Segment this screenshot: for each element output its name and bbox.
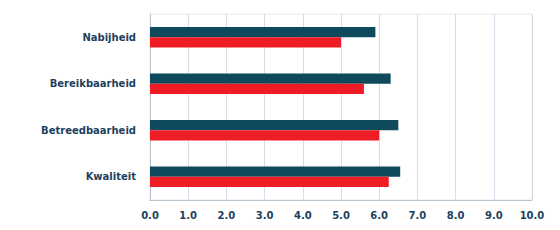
svg-text:6.0: 6.0 bbox=[370, 210, 388, 221]
svg-text:7.0: 7.0 bbox=[409, 210, 427, 221]
svg-text:9.0: 9.0 bbox=[485, 210, 503, 221]
svg-text:8.0: 8.0 bbox=[447, 210, 465, 221]
svg-text:0.0: 0.0 bbox=[141, 210, 159, 221]
svg-text:Bereikbaarheid: Bereikbaarheid bbox=[50, 78, 136, 89]
svg-text:2.0: 2.0 bbox=[218, 210, 236, 221]
svg-text:1.0: 1.0 bbox=[179, 210, 197, 221]
svg-text:Betreedbaarheid: Betreedbaarheid bbox=[41, 125, 136, 136]
svg-text:4.0: 4.0 bbox=[294, 210, 312, 221]
svg-text:5.0: 5.0 bbox=[332, 210, 350, 221]
svg-text:3.0: 3.0 bbox=[256, 210, 274, 221]
svg-text:Nabijheid: Nabijheid bbox=[82, 32, 136, 43]
svg-text:10.0: 10.0 bbox=[520, 210, 545, 221]
svg-text:Kwaliteit: Kwaliteit bbox=[86, 171, 137, 182]
